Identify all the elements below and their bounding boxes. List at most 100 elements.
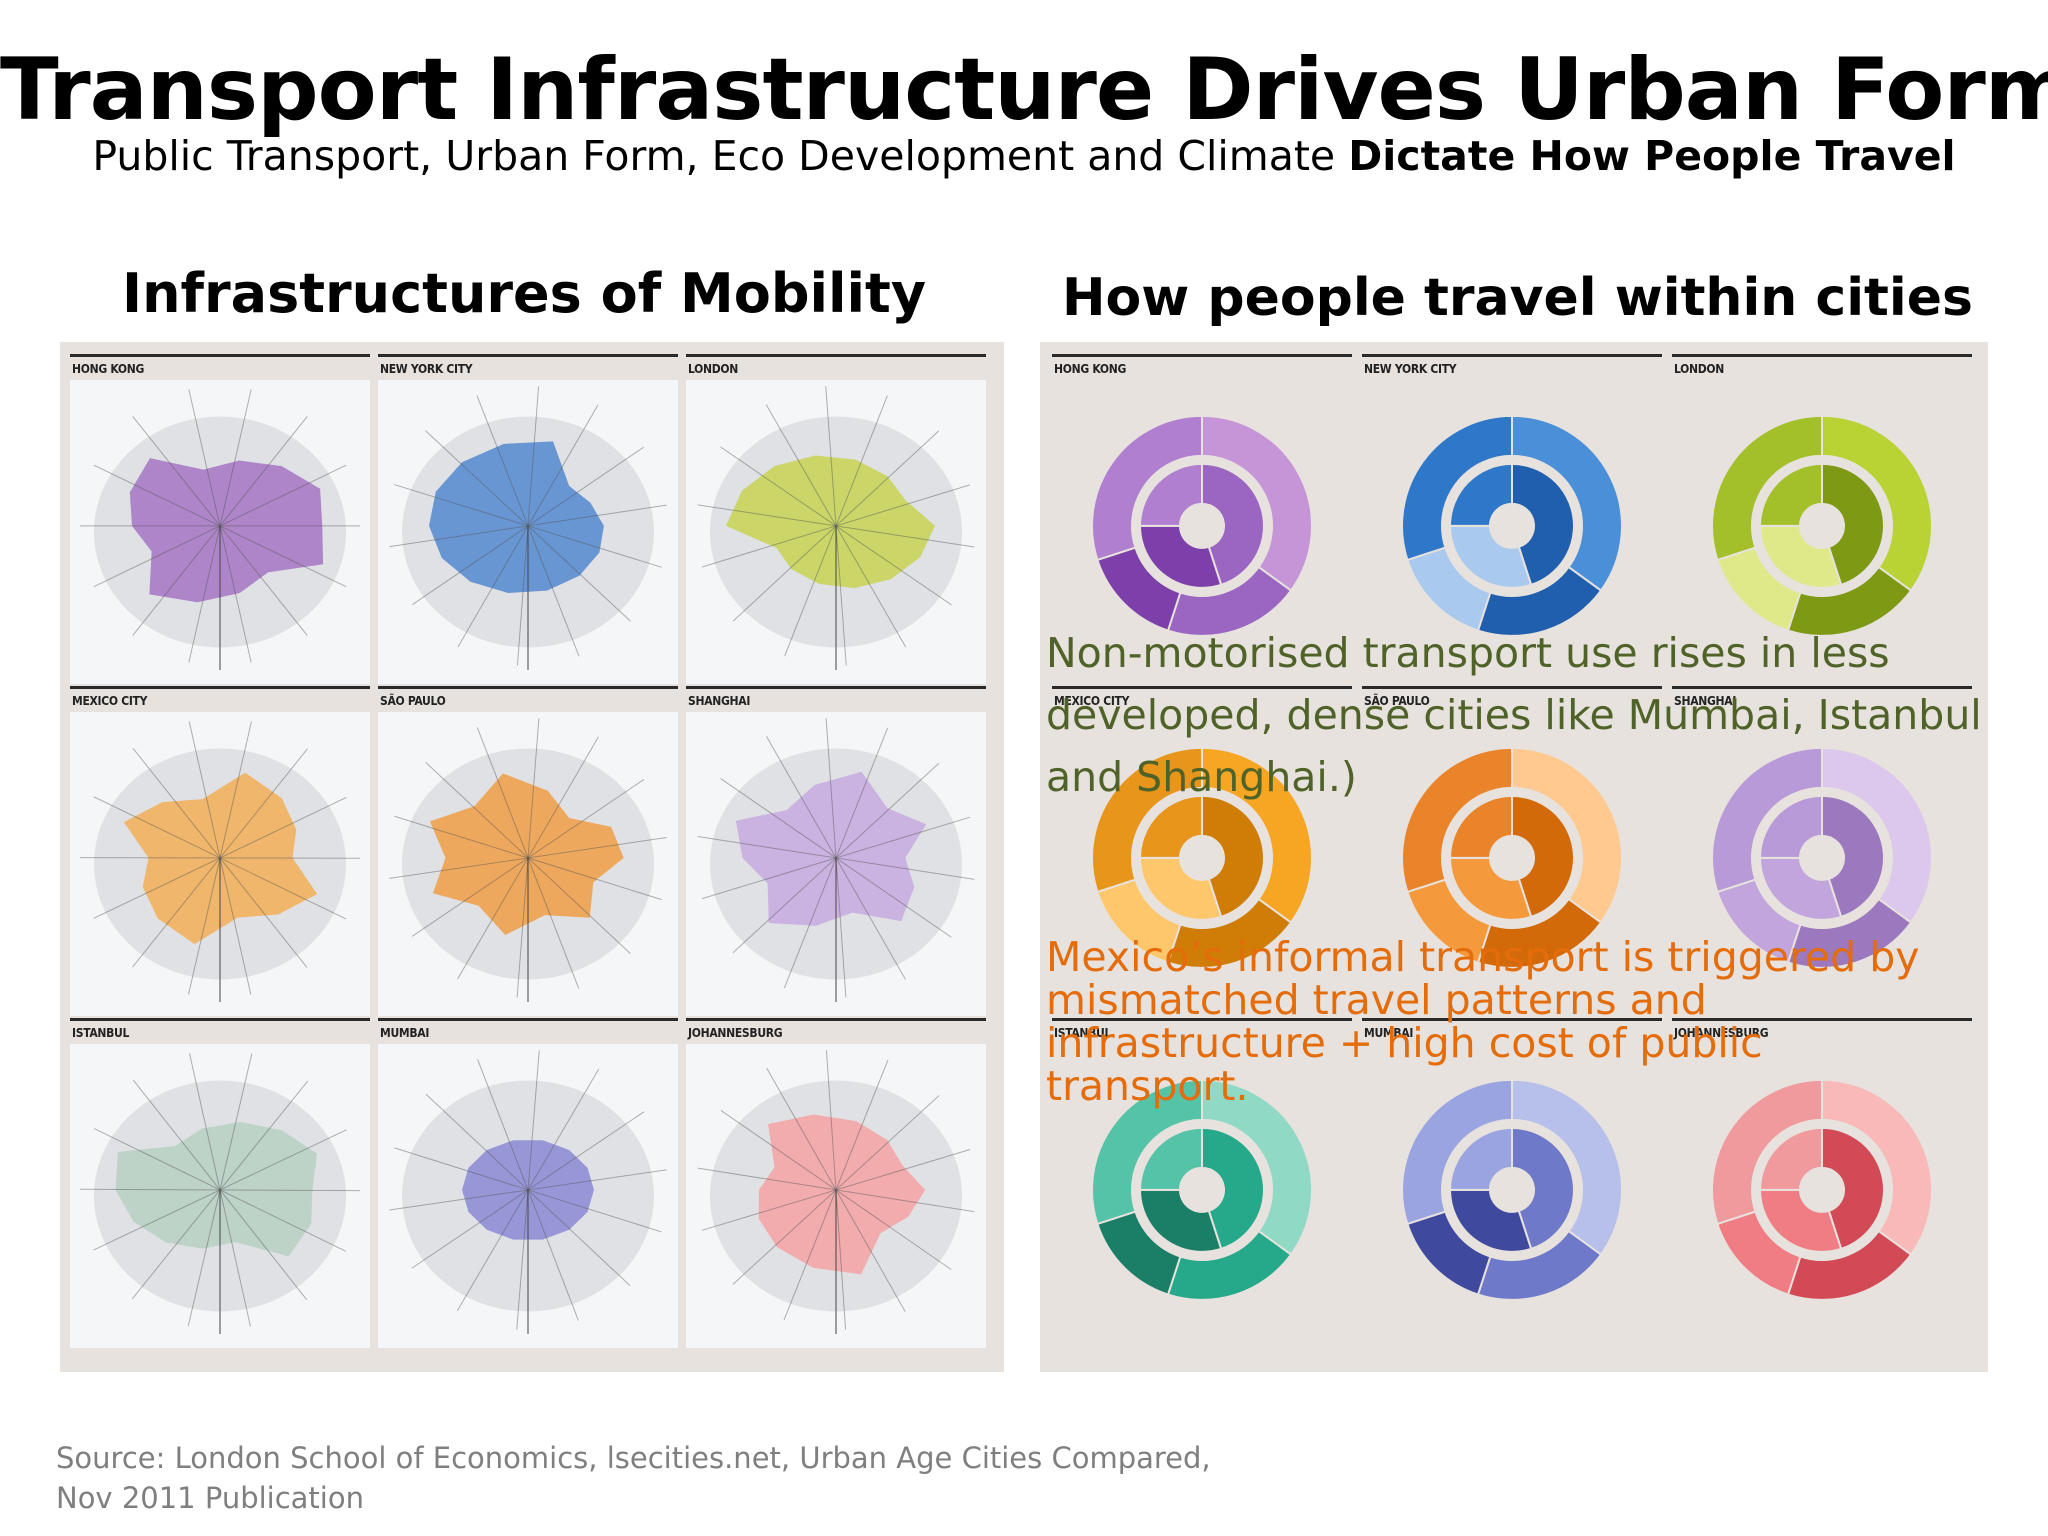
donut-london: LONDON (1672, 354, 1972, 684)
city-map-graphic (70, 712, 370, 1016)
mexico-informal-callout: Mexico’s informal transport is triggered… (1046, 933, 1920, 1110)
map-johannesburg: JOHANNESBURG (686, 1018, 986, 1348)
inner-ring-segment (1758, 1126, 1823, 1191)
inner-ring-segment (1511, 462, 1575, 587)
map-shanghai: SHANGHAI (686, 686, 986, 1016)
inner-ring-segment (1138, 1126, 1203, 1191)
chart-divider (1672, 1018, 1972, 1021)
map-new-york-city: NEW YORK CITY (378, 354, 678, 684)
chart-divider (1362, 354, 1662, 357)
source-citation: Source: London School of Economics, lsec… (56, 1438, 1211, 1518)
map-city-label: SÃO PAULO (380, 694, 446, 708)
city-map-graphic (70, 380, 370, 684)
mode-share-donut (1711, 1078, 1933, 1301)
chart-divider (1052, 1018, 1352, 1021)
donut-istanbul: ISTANBUL (1052, 1018, 1352, 1348)
map-divider (378, 686, 678, 689)
map-city-label: ISTANBUL (72, 1026, 130, 1040)
chart-divider (1672, 354, 1972, 357)
inner-ring-segment (1511, 1126, 1575, 1251)
mode-share-donut (1401, 1078, 1623, 1301)
mode-share-donut (1091, 746, 1313, 969)
map-divider (70, 1018, 370, 1021)
inner-ring-segment (1138, 462, 1203, 527)
inner-ring-segment (1448, 462, 1513, 527)
city-map-graphic (686, 380, 986, 684)
city-map-graphic (70, 1044, 370, 1348)
chart-city-label: SÃO PAULO (1364, 694, 1430, 708)
donut-mexico-city: MEXICO CITY (1052, 686, 1352, 1016)
inner-ring-segment (1511, 794, 1575, 919)
inner-ring-segment (1138, 794, 1203, 859)
city-map-graphic (686, 712, 986, 1016)
map-mexico-city: MEXICO CITY (70, 686, 370, 1016)
slide-subtitle: Public Transport, Urban Form, Eco Develo… (0, 132, 2048, 180)
non-motorised-callout: Non-motorised transport use rises in les… (1046, 629, 1982, 801)
donut-s-o-paulo: SÃO PAULO (1362, 686, 1662, 1016)
inner-ring-segment (1448, 856, 1533, 921)
chart-divider (1362, 686, 1662, 689)
map-city-label: JOHANNESBURG (688, 1026, 783, 1040)
chart-city-label: MUMBAI (1364, 1026, 1414, 1040)
subtitle-bold: Dictate How People Travel (1348, 132, 1956, 180)
inner-ring-segment (1138, 856, 1223, 921)
inner-ring-segment (1758, 524, 1843, 589)
source-line-1: Source: London School of Economics, lsec… (56, 1441, 1211, 1475)
city-map-graphic (686, 1044, 986, 1348)
inner-ring-segment (1758, 462, 1823, 527)
map-london: LONDON (686, 354, 986, 684)
map-city-label: SHANGHAI (688, 694, 751, 708)
inner-ring-segment (1201, 462, 1265, 587)
source-line-2: Nov 2011 Publication (56, 1481, 364, 1515)
chart-divider (1052, 354, 1352, 357)
chart-city-label: NEW YORK CITY (1364, 362, 1457, 376)
inner-ring-segment (1201, 1126, 1265, 1251)
mode-share-donut (1401, 746, 1623, 969)
city-map-graphic (378, 380, 678, 684)
subtitle-plain: Public Transport, Urban Form, Eco Develo… (92, 132, 1349, 180)
mode-share-donut (1091, 1078, 1313, 1301)
inner-ring-segment (1448, 1188, 1533, 1253)
map-city-label: NEW YORK CITY (380, 362, 473, 376)
inner-ring-segment (1448, 1126, 1513, 1191)
donut-hong-kong: HONG KONG (1052, 354, 1352, 684)
map-divider (378, 1018, 678, 1021)
chart-divider (1672, 686, 1972, 689)
inner-ring-segment (1448, 794, 1513, 859)
inner-ring-segment (1201, 794, 1265, 919)
inner-ring-segment (1821, 794, 1885, 919)
map-hong-kong: HONG KONG (70, 354, 370, 684)
map-city-label: MEXICO CITY (72, 694, 148, 708)
map-city-label: HONG KONG (72, 362, 145, 376)
donut-new-york-city: NEW YORK CITY (1362, 354, 1662, 684)
travel-mode-charts-panel: HONG KONG NEW YORK CITY LONDON MEXICO CITY S… (1040, 342, 1988, 1372)
map-city-label: MUMBAI (380, 1026, 430, 1040)
map-divider (686, 1018, 986, 1021)
inner-ring-segment (1138, 524, 1223, 589)
inner-ring-segment (1758, 856, 1843, 921)
inner-ring-segment (1821, 462, 1885, 587)
inner-ring-segment (1758, 794, 1823, 859)
mode-share-donut (1401, 414, 1623, 637)
map-divider (686, 354, 986, 357)
mode-share-donut (1711, 414, 1933, 637)
slide-title: Transport Infrastructure Drives Urban Fo… (0, 40, 2048, 140)
chart-divider (1362, 1018, 1662, 1021)
left-column-heading: Infrastructures of Mobility (122, 262, 927, 325)
chart-city-label: SHANGHAI (1674, 694, 1737, 708)
inner-ring-segment (1138, 1188, 1223, 1253)
chart-city-label: LONDON (1674, 362, 1725, 376)
map-divider (70, 354, 370, 357)
chart-city-label: HONG KONG (1054, 362, 1127, 376)
mode-share-donut (1091, 414, 1313, 637)
chart-city-label: ISTANBUL (1054, 1026, 1112, 1040)
chart-city-label: JOHANNESBURG (1674, 1026, 1769, 1040)
city-map-graphic (378, 1044, 678, 1348)
chart-city-label: MEXICO CITY (1054, 694, 1130, 708)
right-column-heading: How people travel within cities (1062, 268, 1973, 328)
map-istanbul: ISTANBUL (70, 1018, 370, 1348)
map-divider (378, 354, 678, 357)
infrastructure-maps-panel: HONG KONG NEW YORK CITY LONDON MEXICO CITY S… (60, 342, 1004, 1372)
donut-shanghai: SHANGHAI (1672, 686, 1972, 1016)
donut-johannesburg: JOHANNESBURG (1672, 1018, 1972, 1348)
